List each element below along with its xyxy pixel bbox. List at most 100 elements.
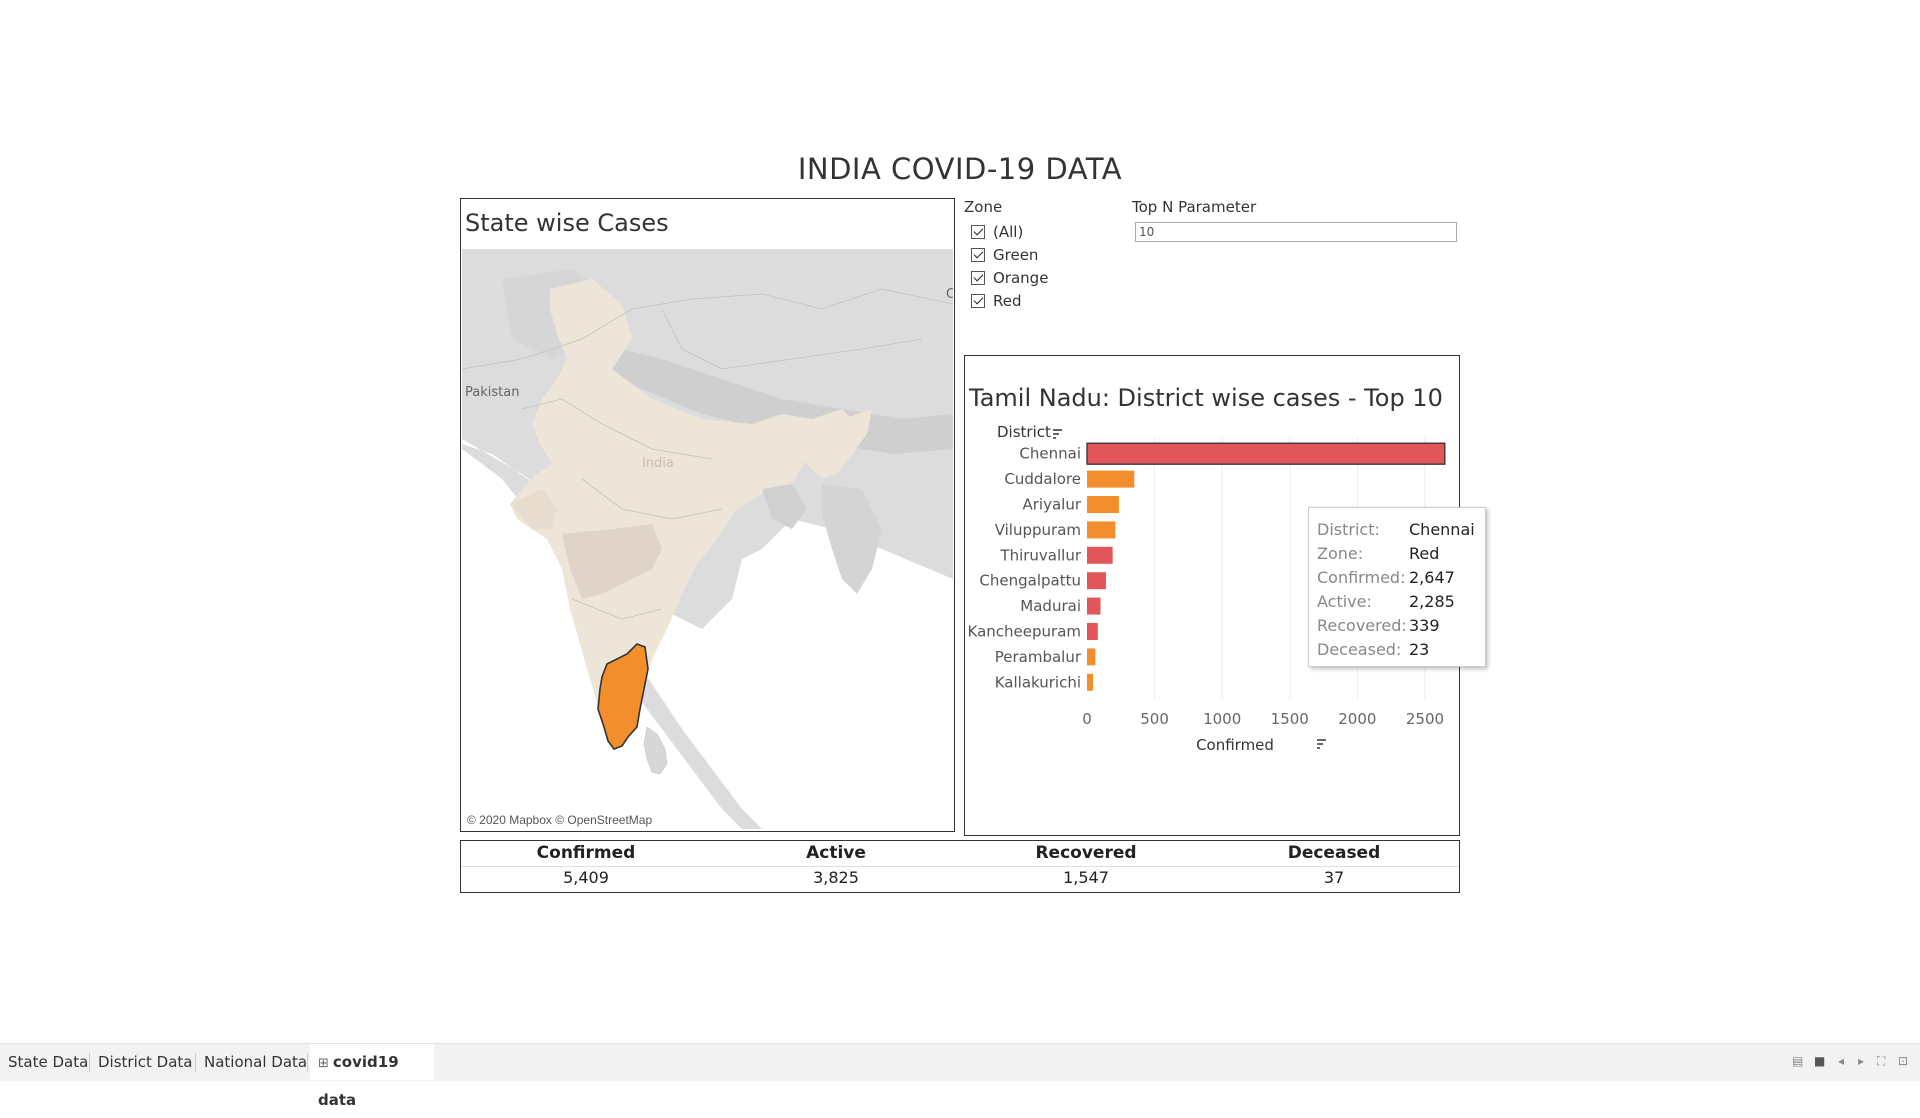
top-n-input[interactable] xyxy=(1135,222,1457,242)
tooltip-key: Confirmed: xyxy=(1317,568,1406,587)
checkbox-checked-icon[interactable] xyxy=(971,247,985,262)
zone-option-green[interactable]: Green xyxy=(964,243,1114,266)
summary-header: Recovered xyxy=(1035,843,1137,863)
x-tick-label: 0 xyxy=(1082,710,1092,728)
x-tick-label: 1000 xyxy=(1203,710,1241,728)
chennai-tooltip: District: Chennai Zone: Red Confirmed: 2,64… xyxy=(1308,507,1486,667)
prev-sheet-icon[interactable]: ◂ xyxy=(1838,1054,1845,1068)
district-label: Kancheepuram xyxy=(968,623,1081,641)
zone-filter: Zone (All) Green Orange Red xyxy=(964,198,1114,312)
tab-separator xyxy=(89,1053,90,1072)
tooltip-row-district: District: Chennai xyxy=(1317,518,1477,542)
summary-deceased: Deceased 37 xyxy=(1209,841,1459,891)
bar-panel-title: Tamil Nadu: District wise cases - Top 10 xyxy=(969,384,1443,412)
zone-option-label: Red xyxy=(993,291,1022,310)
bar[interactable] xyxy=(1087,546,1113,564)
bar[interactable] xyxy=(1087,597,1101,615)
district-bar-chart: District Chennai Cuddalore Ariyalur Viluppu… xyxy=(968,423,1446,754)
summary-header: Deceased xyxy=(1287,843,1381,863)
zone-option-label: Orange xyxy=(993,268,1049,287)
zone-option-all[interactable]: (All) xyxy=(964,220,1114,243)
tab-separator xyxy=(195,1053,196,1072)
sort-icon xyxy=(1317,739,1326,749)
tamil-nadu-region xyxy=(597,643,649,750)
state-map-panel: State wise Cases xyxy=(460,198,955,832)
dashboard-icon: ⊞ xyxy=(318,1056,329,1071)
district-label: Thiruvallur xyxy=(999,546,1081,564)
bar[interactable] xyxy=(1087,673,1094,691)
tooltip-key: District: xyxy=(1317,520,1380,539)
district-label: Madurai xyxy=(1020,597,1081,615)
state-map[interactable]: Pakistan India Cl © 2020 Mapbox © OpenSt… xyxy=(462,249,953,829)
tooltip-value: 2,647 xyxy=(1409,568,1455,587)
checkbox-checked-icon[interactable] xyxy=(971,293,985,308)
bar[interactable] xyxy=(1087,648,1096,666)
map-label-india: India xyxy=(642,456,674,471)
summary-active: Active 3,825 xyxy=(711,841,961,891)
tab-state-data[interactable]: State Data xyxy=(8,1053,89,1071)
summary-value: 3,825 xyxy=(813,868,859,887)
tooltip-key: Active: xyxy=(1317,592,1372,611)
summary-value: 37 xyxy=(1323,868,1345,887)
tooltip-row-confirmed: Confirmed: 2,647 xyxy=(1317,566,1477,590)
tab-separator xyxy=(307,1053,308,1072)
zone-filter-title: Zone xyxy=(964,198,1003,216)
presentation-icon[interactable]: ⊡ xyxy=(1898,1054,1909,1068)
district-label: Ariyalur xyxy=(1022,496,1081,514)
grid-view-icon[interactable]: ▤ xyxy=(1792,1054,1804,1068)
tooltip-value: Red xyxy=(1409,544,1440,563)
top-n-label: Top N Parameter xyxy=(1132,198,1257,216)
checkbox-checked-icon[interactable] xyxy=(971,270,985,285)
tooltip-value: 2,285 xyxy=(1409,592,1455,611)
dashboard-title: INDIA COVID-19 DATA xyxy=(797,152,1123,186)
tooltip-row-zone: Zone: Red xyxy=(1317,542,1477,566)
zone-option-label: Green xyxy=(993,245,1039,264)
tab-district-data[interactable]: District Data xyxy=(98,1053,193,1071)
district-label: Chengalpattu xyxy=(979,572,1081,590)
x-tick-label: 2500 xyxy=(1406,710,1444,728)
top-n-parameter: Top N Parameter xyxy=(1132,198,1462,242)
map-attribution: © 2020 Mapbox © OpenStreetMap xyxy=(467,813,653,827)
summary-recovered: Recovered 1,547 xyxy=(961,841,1211,891)
tooltip-value: 23 xyxy=(1409,640,1430,659)
bar[interactable] xyxy=(1087,496,1119,513)
next-sheet-icon[interactable]: ▸ xyxy=(1858,1054,1865,1068)
x-tick-label: 2000 xyxy=(1338,710,1376,728)
checkbox-checked-icon[interactable] xyxy=(971,224,985,239)
x-tick-label: 1500 xyxy=(1271,710,1309,728)
bar[interactable] xyxy=(1087,470,1135,488)
tooltip-key: Zone: xyxy=(1317,544,1364,563)
bar[interactable] xyxy=(1087,572,1106,590)
tab-national-data[interactable]: National Data xyxy=(204,1053,308,1071)
summary-header: Active xyxy=(806,843,866,863)
tooltip-row-recovered: Recovered: 339 xyxy=(1317,614,1477,638)
district-label: Cuddalore xyxy=(1004,470,1081,488)
filmstrip-icon[interactable]: ■ xyxy=(1814,1054,1826,1068)
map-canvas xyxy=(462,249,953,829)
zone-option-orange[interactable]: Orange xyxy=(964,266,1114,289)
x-axis-label: Confirmed xyxy=(1196,736,1274,754)
summary-confirmed: Confirmed 5,409 xyxy=(461,841,711,891)
summary-header: Confirmed xyxy=(536,843,636,863)
tooltip-row-deceased: Deceased: 23 xyxy=(1317,638,1477,662)
tooltip-key: Recovered: xyxy=(1317,616,1407,635)
bar[interactable] xyxy=(1087,521,1116,539)
tooltip-key: Deceased: xyxy=(1317,640,1402,659)
summary-value: 1,547 xyxy=(1063,868,1109,887)
district-label: Viluppuram xyxy=(995,521,1081,539)
x-tick-label: 500 xyxy=(1140,710,1169,728)
map-label-pakistan: Pakistan xyxy=(465,385,520,400)
bar[interactable] xyxy=(1086,442,1446,465)
tab-covid19-data-label: covid19 data xyxy=(318,1053,399,1109)
summary-divider xyxy=(461,866,1459,867)
summary-table: Confirmed 5,409 Active 3,825 Recovered 1… xyxy=(460,840,1460,893)
fullscreen-icon[interactable]: ⛶ xyxy=(1877,1054,1886,1068)
sheet-tab-bar: State Data District Data National Data ⊞… xyxy=(0,1043,1920,1109)
tab-covid19-data[interactable]: ⊞ covid19 data xyxy=(310,1044,434,1109)
bar[interactable] xyxy=(1087,623,1098,640)
zone-option-red[interactable]: Red xyxy=(964,289,1114,312)
map-panel-title: State wise Cases xyxy=(465,209,669,237)
zone-option-label: (All) xyxy=(993,222,1024,241)
tooltip-value: 339 xyxy=(1409,616,1440,635)
sort-icon xyxy=(1053,429,1062,439)
